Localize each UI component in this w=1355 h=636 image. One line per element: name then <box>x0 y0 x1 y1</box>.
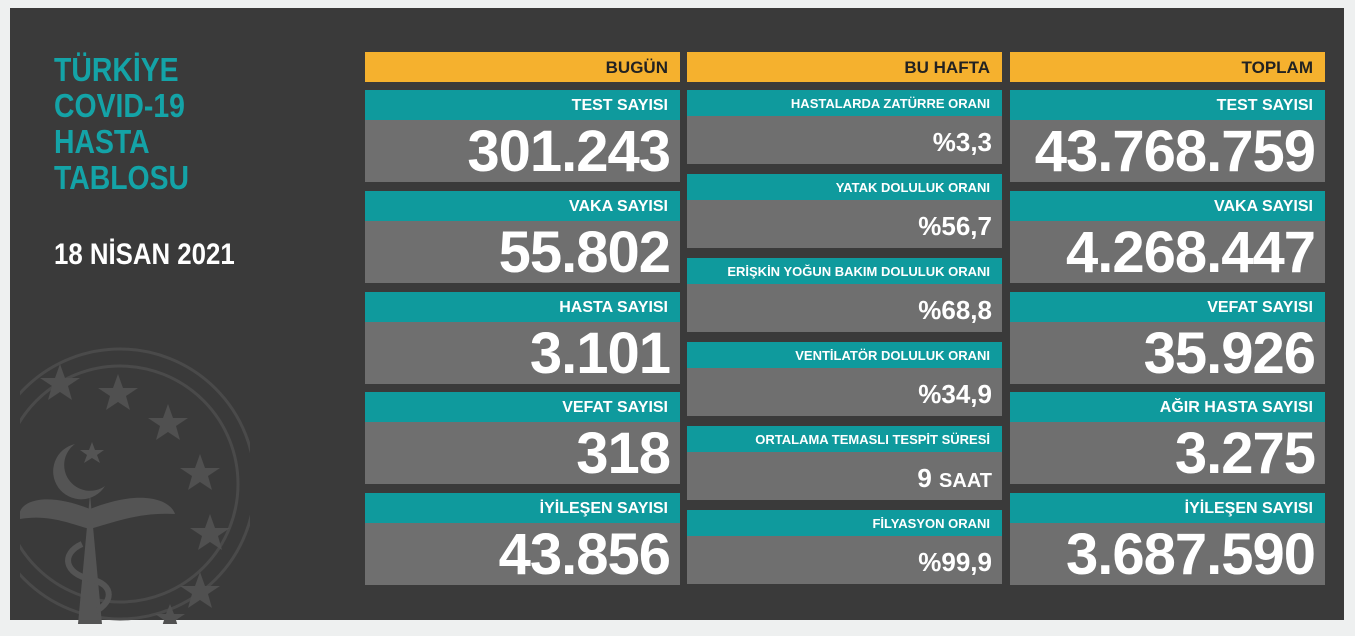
stat-card-hasta: HASTA SAYISI 3.101 <box>365 292 680 386</box>
rate-label: YATAK DOLULUK ORANI <box>687 174 1002 200</box>
stat-value: 35.926 <box>1010 322 1325 386</box>
stat-value: 4.268.447 <box>1010 221 1325 285</box>
stat-value: 55.802 <box>365 221 680 285</box>
rate-value: %34,9 <box>687 368 1002 416</box>
stat-card-iyilesen: İYİLEŞEN SAYISI 43.856 <box>365 493 680 587</box>
stat-label: VEFAT SAYISI <box>1010 292 1325 322</box>
title-line: HASTA <box>54 123 150 160</box>
rate-value: %3,3 <box>687 116 1002 164</box>
stat-value: 3.101 <box>365 322 680 386</box>
stat-card-vefat: VEFAT SAYISI 318 <box>365 392 680 486</box>
page-title: TÜRKİYE COVID-19 HASTA TABLOSU <box>54 52 269 196</box>
column-toplam: TOPLAM TEST SAYISI 43.768.759 VAKA SAYIS… <box>1010 52 1325 587</box>
column-header: TOPLAM <box>1010 52 1325 82</box>
stat-label: İYİLEŞEN SAYISI <box>365 493 680 523</box>
stat-label: VEFAT SAYISI <box>365 392 680 422</box>
total-card-iyilesen: İYİLEŞEN SAYISI 3.687.590 <box>1010 493 1325 587</box>
dashboard-board: TÜRKİYE COVID-19 HASTA TABLOSU 18 NİSAN … <box>10 8 1344 624</box>
stat-label: İYİLEŞEN SAYISI <box>1010 493 1325 523</box>
stat-value: 43.856 <box>365 523 680 587</box>
stat-label: TEST SAYISI <box>365 90 680 120</box>
title-line: COVID-19 <box>54 87 185 124</box>
stat-card-vaka: VAKA SAYISI 55.802 <box>365 191 680 285</box>
stat-label: VAKA SAYISI <box>365 191 680 221</box>
column-header: BU HAFTA <box>687 52 1002 82</box>
stat-label: VAKA SAYISI <box>1010 191 1325 221</box>
stat-value: 43.768.759 <box>1010 120 1325 184</box>
stat-value: 3.687.590 <box>1010 523 1325 587</box>
rate-card-zaturre: HASTALARDA ZATÜRRE ORANI %3,3 <box>687 90 1002 164</box>
stat-card-test: TEST SAYISI 301.243 <box>365 90 680 184</box>
report-date: 18 NİSAN 2021 <box>54 238 235 271</box>
rate-label: ORTALAMA TEMASLI TESPİT SÜRESİ <box>687 426 1002 452</box>
column-bugun: BUGÜN TEST SAYISI 301.243 VAKA SAYISI 55… <box>365 52 680 587</box>
stat-value: 318 <box>365 422 680 486</box>
total-card-agir-hasta: AĞIR HASTA SAYISI 3.275 <box>1010 392 1325 486</box>
stat-label: AĞIR HASTA SAYISI <box>1010 392 1325 422</box>
rate-value: %56,7 <box>687 200 1002 248</box>
duration-value: 9 <box>917 463 932 493</box>
duration-unit: SAAT <box>939 470 992 492</box>
rate-label: ERİŞKİN YOĞUN BAKIM DOLULUK ORANI <box>687 258 1002 284</box>
stat-value: 3.275 <box>1010 422 1325 486</box>
ministry-of-health-emblem-icon <box>20 347 250 624</box>
column-header: BUGÜN <box>365 52 680 82</box>
rate-card-filyasyon: FİLYASYON ORANI %99,9 <box>687 510 1002 584</box>
stat-value: 301.243 <box>365 120 680 184</box>
rate-value: 9 SAAT <box>687 452 1002 500</box>
title-line: TÜRKİYE <box>54 51 179 88</box>
rate-value: %68,8 <box>687 284 1002 332</box>
rate-label: FİLYASYON ORANI <box>687 510 1002 536</box>
title-line: TABLOSU <box>54 159 190 196</box>
rate-card-yogun-bakim: ERİŞKİN YOĞUN BAKIM DOLULUK ORANI %68,8 <box>687 258 1002 332</box>
stat-label: TEST SAYISI <box>1010 90 1325 120</box>
column-bu-hafta: BU HAFTA HASTALARDA ZATÜRRE ORANI %3,3 Y… <box>687 52 1002 584</box>
rate-card-ventilator: VENTİLATÖR DOLULUK ORANI %34,9 <box>687 342 1002 416</box>
rate-card-temasli-sure: ORTALAMA TEMASLI TESPİT SÜRESİ 9 SAAT <box>687 426 1002 500</box>
rate-label: VENTİLATÖR DOLULUK ORANI <box>687 342 1002 368</box>
total-card-test: TEST SAYISI 43.768.759 <box>1010 90 1325 184</box>
rate-value: %99,9 <box>687 536 1002 584</box>
stat-label: HASTA SAYISI <box>365 292 680 322</box>
rate-label: HASTALARDA ZATÜRRE ORANI <box>687 90 1002 116</box>
rate-card-yatak: YATAK DOLULUK ORANI %56,7 <box>687 174 1002 248</box>
total-card-vefat: VEFAT SAYISI 35.926 <box>1010 292 1325 386</box>
total-card-vaka: VAKA SAYISI 4.268.447 <box>1010 191 1325 285</box>
